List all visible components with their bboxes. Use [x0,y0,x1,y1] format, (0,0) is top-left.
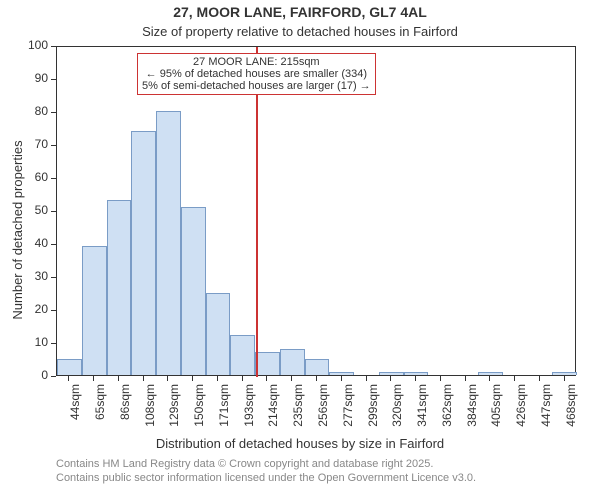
bar [82,246,107,375]
bar [131,131,156,375]
bar [107,200,132,375]
bar [206,293,231,376]
chart-title-line1: 27, MOOR LANE, FAIRFORD, GL7 4AL [0,4,600,20]
y-tick-label: 40 [18,236,48,250]
y-axis-label: Number of detached properties [10,40,25,420]
x-tick-label: 447sqm [539,384,553,444]
x-tick-label: 86sqm [118,384,132,444]
x-tick-label: 405sqm [489,384,503,444]
x-tick-mark [118,376,119,381]
callout-line2: ← 95% of detached houses are smaller (33… [142,68,371,80]
y-tick-mark [51,79,56,80]
y-tick-label: 30 [18,269,48,283]
y-tick-mark [51,244,56,245]
bar [57,359,82,376]
x-tick-mark [143,376,144,381]
y-tick-label: 100 [18,38,48,52]
y-tick-mark [51,343,56,344]
x-tick-mark [489,376,490,381]
x-tick-mark [415,376,416,381]
x-tick-label: 150sqm [192,384,206,444]
callout-line1: 27 MOOR LANE: 215sqm [142,56,371,68]
y-tick-mark [51,178,56,179]
x-tick-label: 468sqm [564,384,578,444]
bar [181,207,206,375]
x-tick-mark [291,376,292,381]
x-tick-label: 129sqm [167,384,181,444]
y-tick-label: 0 [18,368,48,382]
x-tick-label: 320sqm [390,384,404,444]
bar [280,349,305,375]
x-tick-label: 341sqm [415,384,429,444]
x-tick-label: 426sqm [514,384,528,444]
x-tick-label: 65sqm [93,384,107,444]
x-tick-mark [316,376,317,381]
chart-title-line2: Size of property relative to detached ho… [0,24,600,39]
x-tick-mark [242,376,243,381]
y-tick-mark [51,145,56,146]
y-tick-label: 70 [18,137,48,151]
x-tick-mark [564,376,565,381]
x-tick-label: 193sqm [242,384,256,444]
x-tick-label: 108sqm [143,384,157,444]
x-tick-label: 277sqm [341,384,355,444]
bar [404,372,429,375]
bar [379,372,404,375]
x-tick-mark [366,376,367,381]
x-tick-mark [514,376,515,381]
x-tick-mark [266,376,267,381]
bar [478,372,503,375]
y-tick-label: 10 [18,335,48,349]
x-tick-label: 362sqm [440,384,454,444]
x-tick-mark [440,376,441,381]
y-tick-label: 80 [18,104,48,118]
y-tick-mark [51,376,56,377]
bar [156,111,181,375]
bar [552,372,577,375]
x-tick-mark [167,376,168,381]
y-tick-label: 90 [18,71,48,85]
x-tick-mark [68,376,69,381]
y-tick-mark [51,211,56,212]
x-tick-label: 44sqm [68,384,82,444]
x-tick-mark [341,376,342,381]
bar [255,352,280,375]
x-tick-mark [390,376,391,381]
x-tick-label: 171sqm [217,384,231,444]
x-tick-label: 235sqm [291,384,305,444]
bar [230,335,255,375]
x-tick-mark [539,376,540,381]
plot-area: 27 MOOR LANE: 215sqm ← 95% of detached h… [56,46,576,376]
y-tick-mark [51,310,56,311]
y-tick-label: 60 [18,170,48,184]
footnote-line2: Contains public sector information licen… [56,472,596,484]
x-tick-mark [93,376,94,381]
x-tick-label: 384sqm [465,384,479,444]
y-tick-label: 20 [18,302,48,316]
callout-line3: 5% of semi-detached houses are larger (1… [142,80,371,92]
x-tick-label: 214sqm [266,384,280,444]
y-tick-mark [51,277,56,278]
bar [329,372,354,375]
y-tick-label: 50 [18,203,48,217]
x-axis-label: Distribution of detached houses by size … [0,436,600,451]
callout-box: 27 MOOR LANE: 215sqm ← 95% of detached h… [137,53,376,95]
x-tick-label: 256sqm [316,384,330,444]
y-tick-mark [51,46,56,47]
chart-root: 27, MOOR LANE, FAIRFORD, GL7 4AL Size of… [0,0,600,500]
reference-line [256,47,258,377]
x-tick-label: 299sqm [366,384,380,444]
y-tick-mark [51,112,56,113]
bar [305,359,330,376]
footnote-line1: Contains HM Land Registry data © Crown c… [56,458,596,470]
x-tick-mark [465,376,466,381]
x-tick-mark [192,376,193,381]
x-tick-mark [217,376,218,381]
